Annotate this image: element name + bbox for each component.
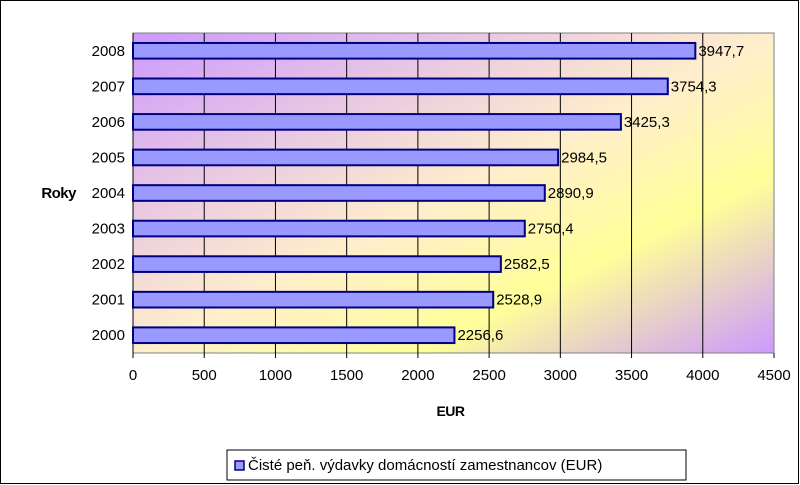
bar-2000 xyxy=(132,326,456,345)
legend-label: Čisté peň. výdavky domácností zamestnanc… xyxy=(248,457,602,474)
x-tick-label: 0 xyxy=(129,367,137,384)
data-label: 2528,9 xyxy=(496,292,542,309)
x-tick-label: 2500 xyxy=(472,367,505,384)
data-label: 2890,9 xyxy=(548,185,594,202)
bar-2008 xyxy=(132,41,697,60)
bar-2002 xyxy=(132,255,502,273)
x-tick-label: 3500 xyxy=(615,367,648,384)
y-tick-label: 2000 xyxy=(92,327,125,344)
x-tick-label: 2000 xyxy=(401,367,434,384)
y-tick-label: 2008 xyxy=(92,43,125,60)
data-label: 2750,4 xyxy=(528,221,574,238)
legend-swatch xyxy=(234,460,245,471)
data-label: 2984,5 xyxy=(561,149,607,166)
bar-layer xyxy=(132,41,697,345)
data-label: 2256,6 xyxy=(457,327,503,344)
data-labels: 2256,6 2528,9 2582,5 2750,4 2890,9 2984,5 3425… xyxy=(457,43,744,344)
x-tick-label: 4000 xyxy=(686,367,719,384)
x-tick-label: 1500 xyxy=(330,367,363,384)
bar-2006 xyxy=(132,113,622,131)
x-tick-label: 4500 xyxy=(757,367,790,384)
data-label: 3754,3 xyxy=(671,78,717,95)
bar-2003 xyxy=(132,219,526,238)
legend-box xyxy=(226,449,687,481)
y-axis-title: Roky xyxy=(41,185,77,202)
x-tick-label: 3000 xyxy=(544,367,577,384)
legend: Čisté peň. výdavky domácností zamestnanc… xyxy=(226,449,687,481)
y-tick-label: 2003 xyxy=(92,221,125,238)
y-tick-label: 2006 xyxy=(92,114,125,131)
data-label: 3425,3 xyxy=(624,114,670,131)
bar-2007 xyxy=(132,77,669,96)
x-tick-label: 1000 xyxy=(259,367,292,384)
bar-2004 xyxy=(132,184,546,202)
y-tick-labels: 2000 2001 2002 2003 2004 2005 2006 2007 2008 xyxy=(92,43,125,344)
y-tick-label: 2005 xyxy=(92,149,125,166)
bar-2005 xyxy=(132,148,560,167)
x-axis-title: EUR xyxy=(436,403,464,419)
y-tick-label: 2004 xyxy=(92,185,125,202)
x-tick-label: 500 xyxy=(192,367,217,384)
y-tick-label: 2001 xyxy=(92,292,125,309)
y-tick-label: 2007 xyxy=(92,78,125,95)
data-label: 3947,7 xyxy=(698,43,744,60)
x-tick-labels: 0 500 1000 1500 2000 2500 3000 3500 4000 4500 xyxy=(129,367,791,384)
data-label: 2582,5 xyxy=(504,256,550,273)
y-tick-label: 2002 xyxy=(92,256,125,273)
bar-2001 xyxy=(132,290,495,309)
